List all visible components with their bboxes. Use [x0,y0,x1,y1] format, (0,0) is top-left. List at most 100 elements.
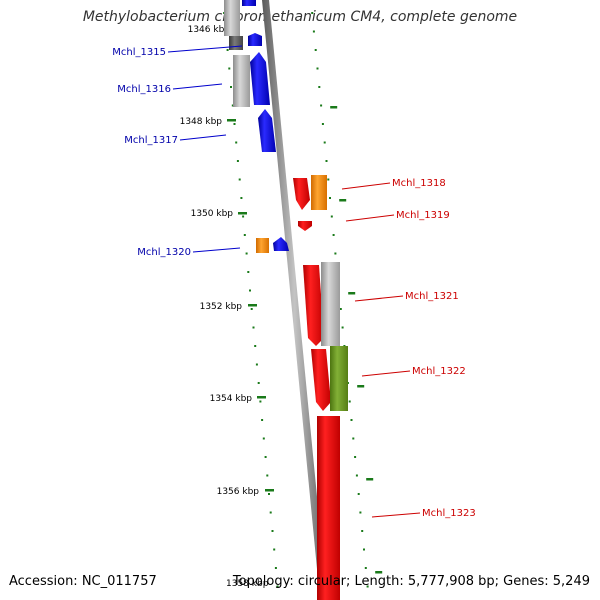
ruler-major-tick [330,106,338,109]
ruler-major-tick [348,292,356,295]
gene-feature-orange-1320[interactable] [256,238,269,253]
genome-summary-text: Topology: circular; Length: 5,777,908 bp… [232,574,590,589]
gene-feature-blue-top[interactable] [242,0,256,6]
gene-feature-mchl1321-red[interactable] [303,265,324,346]
gene-feature-mchl1323[interactable] [317,416,340,600]
gene-label-text: Mchl_1318 [392,178,446,189]
gene-label-text: Mchl_1315 [112,47,166,58]
gene-label-mchl1316[interactable]: Mchl_1316 [117,83,223,95]
gene-feature-mchl1316[interactable] [250,52,270,105]
gene-label-mchl1317[interactable]: Mchl_1317 [124,134,227,146]
ruler-dot [259,400,262,403]
gene-feature-mchl1321-gray [321,262,340,346]
gene-label-text: Mchl_1323 [422,508,476,519]
kbp-label: 1346 kbp [188,25,231,35]
gene-label-text: Mchl_1322 [412,366,466,377]
kbp-label: 1354 kbp [210,394,253,404]
ruler-dot [327,178,330,181]
ruler-label-1346: 1346 kbp [188,25,231,35]
gene-label-mchl1320[interactable]: Mchl_1320 [137,247,241,258]
ruler-dot [255,363,258,366]
ruler-dot [318,86,321,88]
ruler-major-tick [357,385,365,388]
gene-feature-blue-1320[interactable] [273,237,289,251]
gene-label-mchl1322[interactable]: Mchl_1322 [361,366,466,377]
gene-feature-gray2 [233,55,250,107]
ruler-dot [250,308,253,310]
gene-label-mchl1319[interactable]: Mchl_1319 [345,210,450,222]
ruler-dot [355,474,358,477]
gene-feature-gray [224,0,240,36]
ruler-dot [320,104,323,107]
ruler-dot [243,234,246,236]
gene-label-text: Mchl_1320 [137,247,191,258]
ruler-dot [252,326,255,329]
ruler-dot [350,419,353,421]
ruler-dot [228,67,231,70]
kbp-label: 1348 kbp [180,117,223,127]
gene-label-mchl1321[interactable]: Mchl_1321 [354,291,459,302]
ruler-dot [325,160,328,162]
ruler-dot [314,49,317,51]
ruler-label-1350: 1350 kbp [191,209,247,219]
accession-text: Accession: NC_011757 [9,574,157,589]
ruler-dot [341,326,344,329]
ruler-label-1352: 1352 kbp [200,302,257,312]
gene-label-text: Mchl_1319 [396,210,450,221]
ruler-dot [242,215,245,218]
ruler-dot [240,197,243,199]
ruler-dot [323,141,326,144]
ruler-dot [354,456,357,458]
kbp-label: 1356 kbp [217,487,260,497]
map-title: Methylobacterium chloromethanicum CM4, c… [82,9,518,25]
ruler-dot [312,30,315,33]
ruler-dot [269,511,272,514]
gene-feature-mchl1319[interactable] [298,221,312,231]
ruler-dot [261,419,264,421]
gene-feature-mchl1317[interactable] [258,109,276,152]
ruler-dot [359,511,362,514]
kbp-label: 1352 kbp [200,302,243,312]
ruler-major-tick [366,478,374,481]
ruler-dot [352,437,355,440]
genome-backbone [262,0,327,600]
gene-label-mchl1318[interactable]: Mchl_1318 [341,178,446,190]
ruler-label-1354: 1354 kbp [210,394,266,404]
ruler-label-1358: 1358 kbp [226,579,269,589]
ruler-dot [233,123,236,125]
ruler-dot [245,252,248,255]
ruler-dot [247,271,250,273]
ruler-dot [271,530,274,532]
ruler-dot [231,104,234,107]
ruler-dot [330,215,333,218]
ruler-label-1356: 1356 kbp [217,487,274,497]
ruler-dot [321,123,324,125]
ruler-dot [273,548,276,551]
ruler-dot [264,456,267,458]
ruler-dot [274,567,277,569]
gene-label-mchl1323[interactable]: Mchl_1323 [371,508,476,519]
gene-feature-darkgray [229,36,243,50]
gene-label-mchl1315[interactable]: Mchl_1315 [112,45,243,58]
ruler-dot [361,530,364,532]
gene-feature-mchl1318-red[interactable] [293,178,310,210]
ruler-dot [226,49,229,51]
ruler-dot [262,437,265,440]
gene-feature-mchl1322-green[interactable] [330,346,348,411]
kbp-label: 1350 kbp [191,209,234,219]
ruler-dot [235,141,238,144]
ruler-dot [363,548,365,551]
ruler-major-tick [375,571,383,574]
gene-feature-mchl1322-red[interactable] [311,349,331,411]
ruler-dot [249,289,251,292]
gene-feature-mchl1315[interactable] [248,33,262,46]
ruler-dot [364,567,367,569]
ruler-dot [366,585,369,588]
ruler-dot [357,493,360,495]
gene-label-text: Mchl_1321 [405,291,459,302]
gene-label-text: Mchl_1316 [117,84,171,95]
ruler-dot [236,160,239,162]
gene-label-text: Mchl_1317 [124,135,178,146]
gene-feature-mchl1318-orange[interactable] [311,175,327,210]
